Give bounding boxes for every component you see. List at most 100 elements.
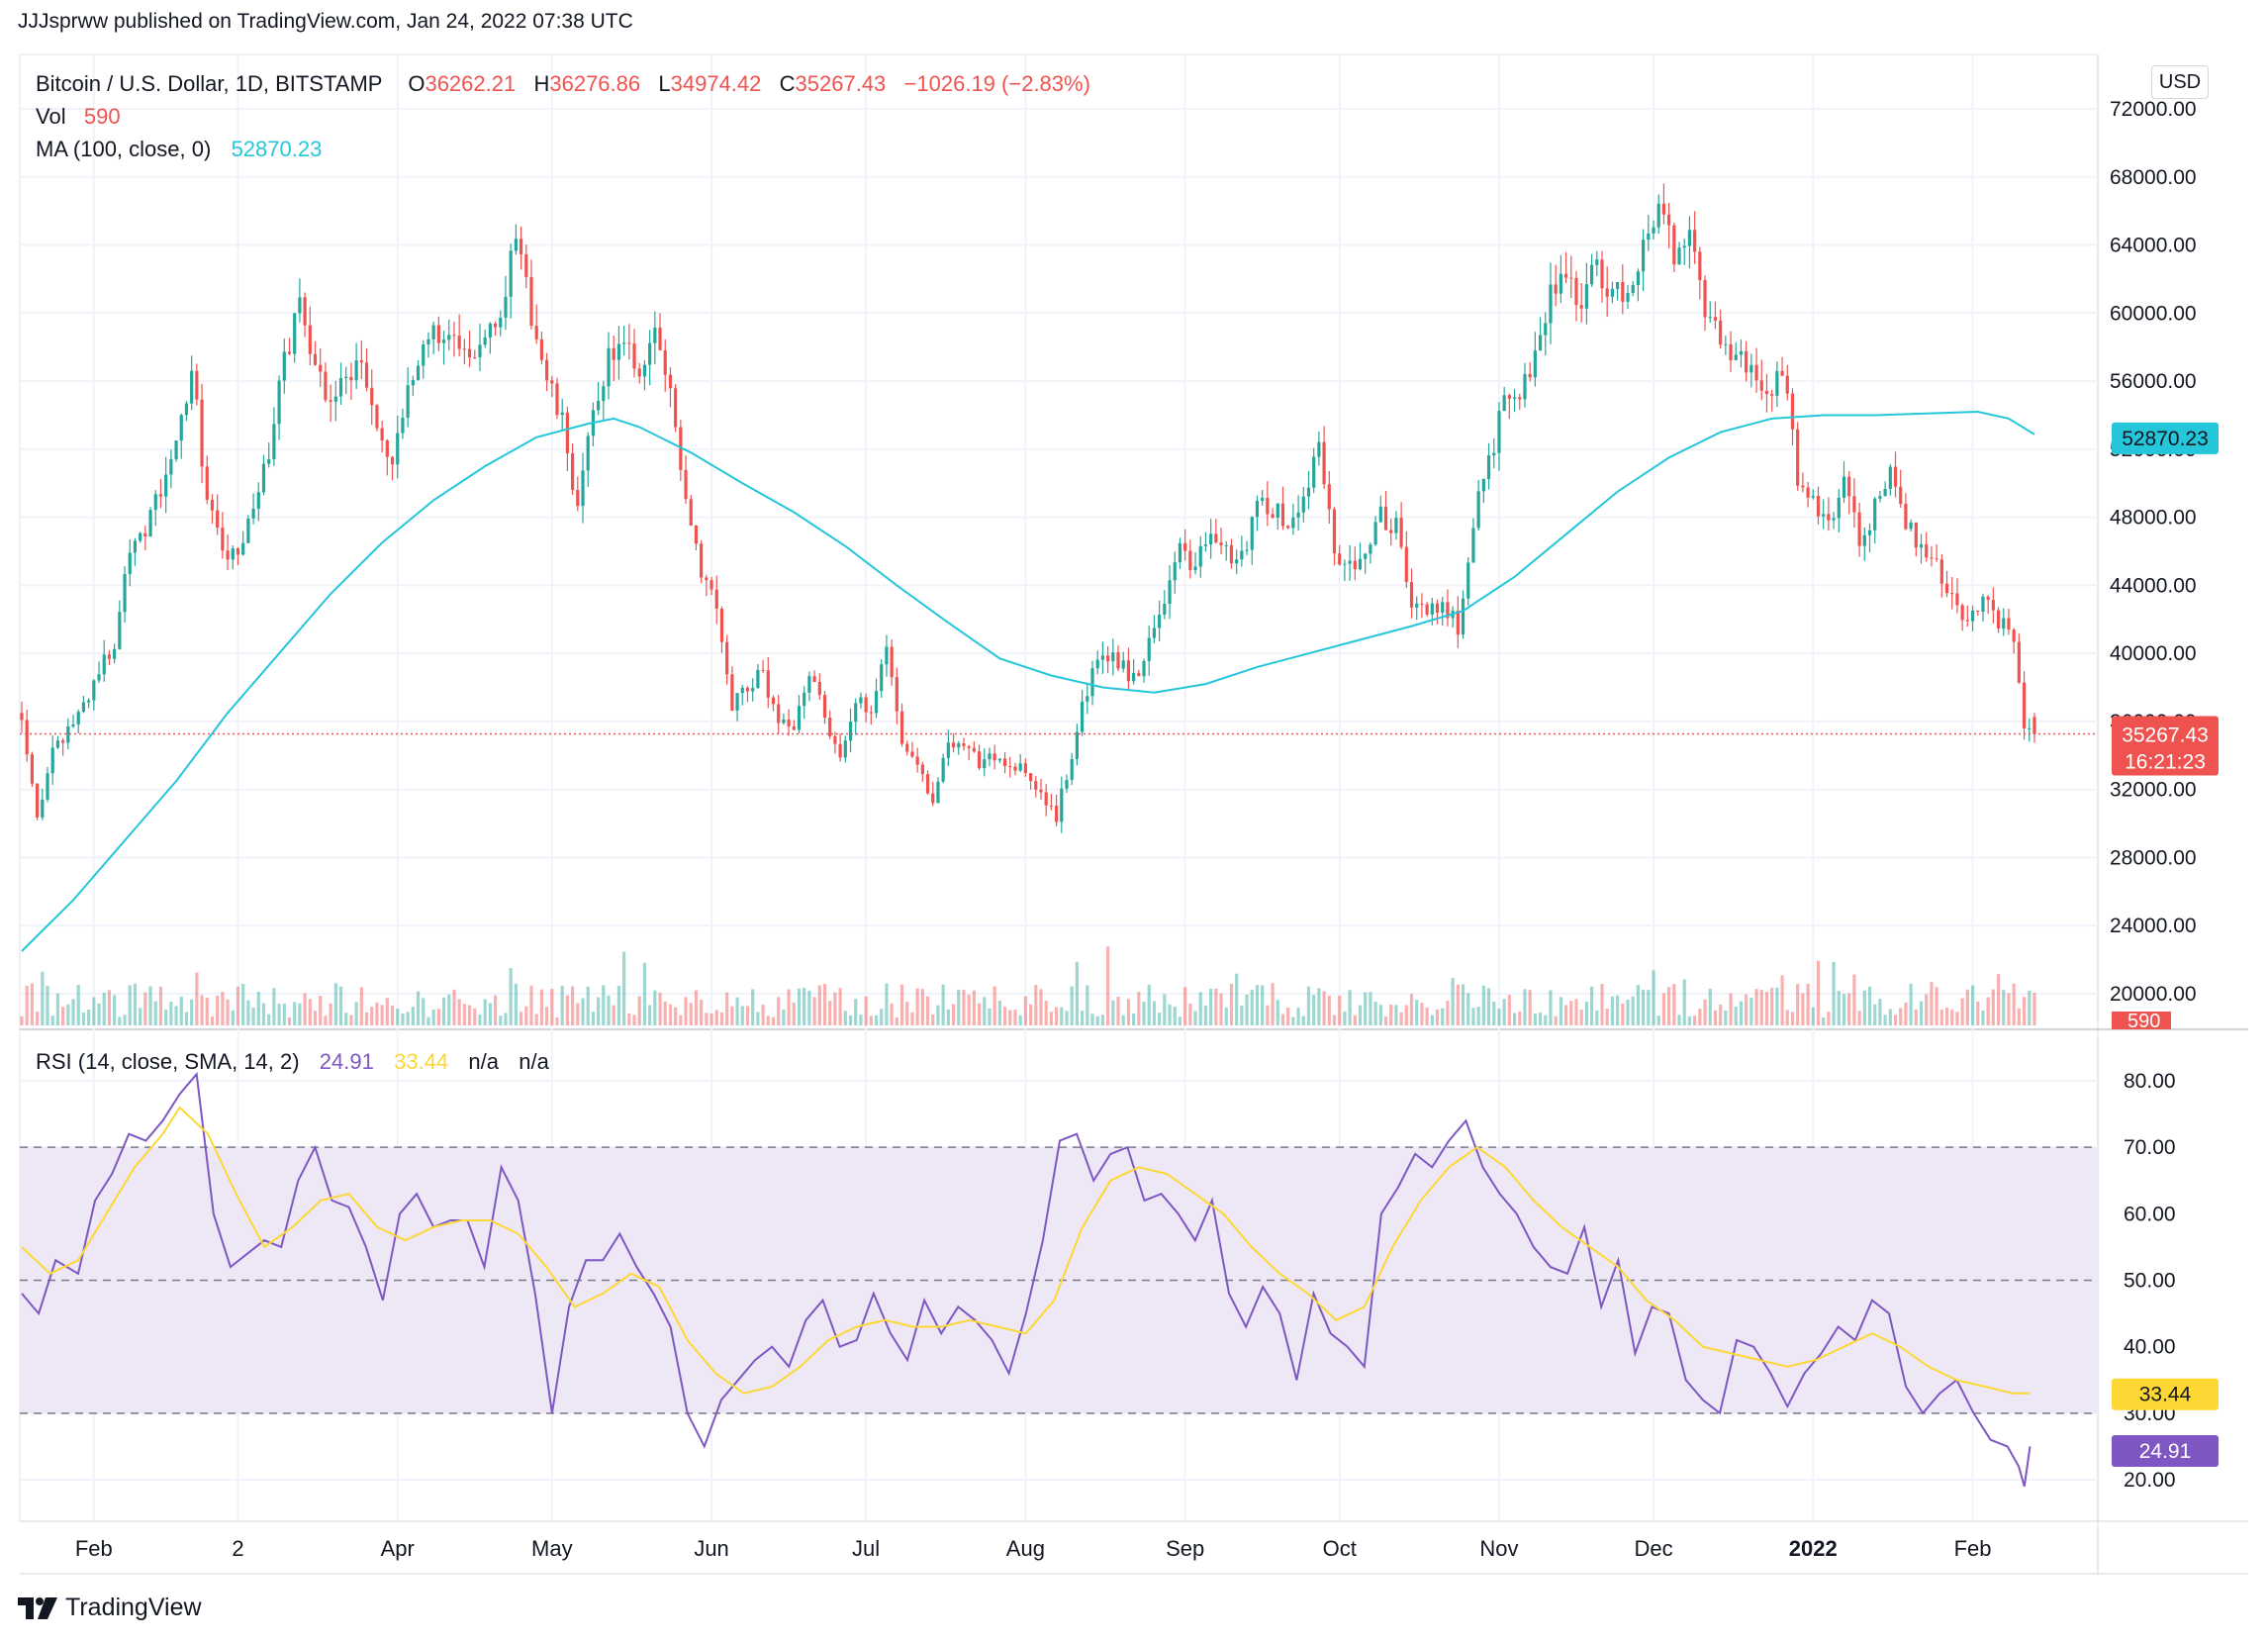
volume-bar xyxy=(50,1015,54,1025)
candle-body xyxy=(565,412,570,453)
candle-body xyxy=(663,349,667,375)
candle-body xyxy=(1852,496,1856,513)
volume-bar xyxy=(1383,1016,1388,1025)
candle-body xyxy=(359,360,363,363)
volume-bar xyxy=(1306,986,1311,1025)
candle-body xyxy=(957,743,961,748)
candle-body xyxy=(422,344,425,366)
volume-bar xyxy=(1250,990,1254,1025)
ma-legend[interactable]: MA (100, close, 0) 52870.23 xyxy=(36,137,322,162)
volume-bar xyxy=(1198,992,1202,1025)
volume-bar xyxy=(962,989,966,1025)
volume-bar xyxy=(1600,984,1604,1025)
candle-body xyxy=(370,387,374,406)
volume-bar xyxy=(967,994,971,1025)
candle-body xyxy=(843,740,847,758)
candle-body xyxy=(1796,429,1800,486)
symbol-legend[interactable]: Bitcoin / U.S. Dollar, 1D, BITSTAMP O362… xyxy=(36,71,1090,97)
ma-label: MA (100, close, 0) xyxy=(36,137,212,161)
candle-body xyxy=(1301,496,1305,513)
candle-body xyxy=(1925,543,1929,558)
candle-body xyxy=(467,348,472,358)
candle-body xyxy=(380,428,384,441)
volume-bar xyxy=(1935,987,1938,1025)
rsi-tick-label: 40.00 xyxy=(2124,1336,2176,1359)
candle-body xyxy=(25,720,29,755)
footer-brand[interactable]: TradingView xyxy=(18,1594,202,1622)
volume-bar xyxy=(1224,1007,1228,1025)
volume-bar xyxy=(1785,1010,1789,1025)
candle-body xyxy=(1873,498,1877,531)
candle-body xyxy=(658,327,662,350)
volume-bar xyxy=(256,992,260,1025)
low-value: 34974.42 xyxy=(670,71,762,96)
candle-body xyxy=(1343,563,1347,565)
candle-body xyxy=(174,440,178,459)
ma-line xyxy=(21,410,2035,952)
candle-body xyxy=(838,743,842,758)
candle-body xyxy=(504,296,508,318)
candle-body xyxy=(488,324,492,338)
candle-body xyxy=(1409,582,1414,608)
candle-body xyxy=(735,693,739,711)
candle-body xyxy=(751,688,755,692)
candle-body xyxy=(1914,522,1918,548)
volume-bar xyxy=(426,1016,430,1025)
candle-body xyxy=(76,712,80,725)
rsi-legend[interactable]: RSI (14, close, SMA, 14, 2) 24.91 33.44 … xyxy=(36,1049,549,1075)
candle-body xyxy=(1739,350,1744,355)
volume-bar xyxy=(874,1015,879,1025)
volume-bar xyxy=(828,1001,832,1025)
candle-body xyxy=(874,691,879,714)
ma-badge-bg xyxy=(2112,422,2219,454)
candle-body xyxy=(457,336,461,349)
candle-body xyxy=(689,499,693,527)
volume-bar xyxy=(76,985,80,1025)
time-axis[interactable]: Feb 2 Apr May Jun Jul Aug Sep Oct Nov Dec 2022 Feb xyxy=(75,1536,1992,1561)
volume-bar xyxy=(92,997,96,1025)
volume-bar xyxy=(364,1012,369,1025)
volume-bar xyxy=(1914,1009,1918,1025)
volume-bar xyxy=(1044,1000,1048,1025)
volume-bar xyxy=(298,1003,302,1025)
candle-body xyxy=(1266,497,1270,515)
volume-bar xyxy=(226,999,230,1025)
price-axis[interactable]: 72000.00 68000.00 64000.00 60000.00 56000.00… xyxy=(2110,98,2197,1006)
volume-bar xyxy=(905,1002,909,1025)
rsi-badge-bg xyxy=(2112,1435,2219,1468)
volume-bar xyxy=(941,984,945,1025)
volume-bar xyxy=(992,986,996,1025)
volume-bar xyxy=(1976,1001,1980,1025)
volume-bar xyxy=(1616,995,1620,1025)
volume-bar xyxy=(1018,1015,1022,1025)
candle-body xyxy=(807,676,811,693)
candle-body xyxy=(1693,230,1697,252)
volume-bar xyxy=(1909,983,1913,1025)
candle-body xyxy=(1883,488,1887,497)
candle-body xyxy=(544,359,549,381)
candle-body xyxy=(1312,456,1316,488)
volume-bar xyxy=(1780,975,1784,1025)
candle-body xyxy=(1554,284,1558,294)
candle-body xyxy=(1332,509,1337,554)
volume-bar xyxy=(1816,960,1821,1025)
candle-body xyxy=(1369,544,1372,554)
volume-bar xyxy=(705,1013,709,1025)
candle-body xyxy=(190,370,194,404)
candle-body xyxy=(1008,766,1012,768)
candle-body xyxy=(1070,758,1074,781)
volume-value: 590 xyxy=(83,104,121,129)
volume-legend[interactable]: Vol 590 xyxy=(36,104,121,130)
high-label: H xyxy=(533,71,550,96)
volume-bar xyxy=(1008,1010,1012,1025)
candle-body xyxy=(349,376,353,381)
currency-button[interactable]: USD xyxy=(2151,65,2209,99)
candle-body xyxy=(648,342,652,365)
candle-body xyxy=(951,742,956,748)
candle-body xyxy=(642,364,647,377)
candle-body xyxy=(1867,530,1872,535)
volume-bar xyxy=(740,1006,744,1025)
candle-body xyxy=(1734,354,1738,360)
